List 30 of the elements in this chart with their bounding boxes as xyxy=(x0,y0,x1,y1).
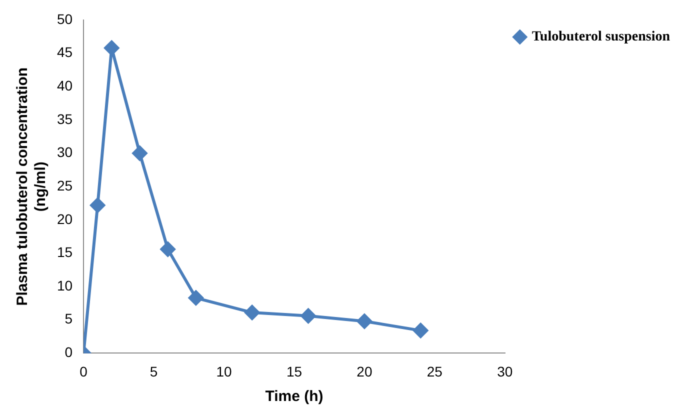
y-axis-title: Plasma tulobuterol concentration (ng/ml) xyxy=(14,67,50,306)
y-tick-label: 5 xyxy=(64,310,73,327)
x-axis-title: Time (h) xyxy=(265,388,324,406)
point xyxy=(90,198,106,213)
point xyxy=(160,242,176,257)
y-tick-label: 25 xyxy=(56,177,73,194)
x-tick-label: 5 xyxy=(150,363,158,380)
x-tick-label: 15 xyxy=(286,363,302,380)
point xyxy=(413,323,428,338)
point xyxy=(132,146,148,161)
point xyxy=(104,40,120,56)
y-tick-label: 50 xyxy=(56,10,73,27)
y-tick-label: 15 xyxy=(56,244,73,260)
y-tick-label: 35 xyxy=(56,110,73,127)
x-tick-label: 0 xyxy=(80,363,88,380)
y-tick-label: 45 xyxy=(56,44,73,60)
x-tick-label: 30 xyxy=(497,363,513,380)
x-tick-label: 10 xyxy=(216,363,232,380)
y-tick-label: 10 xyxy=(56,277,73,294)
x-tick-label: 20 xyxy=(356,363,372,380)
point xyxy=(300,308,316,324)
y-tick-label: 0 xyxy=(64,344,73,360)
y-tick-label: 30 xyxy=(56,144,73,160)
y-tick-label: 20 xyxy=(56,210,73,227)
point xyxy=(244,305,260,320)
legend-label: Tulobuterol suspension xyxy=(532,30,670,45)
x-tick-label: 25 xyxy=(426,363,443,380)
point xyxy=(188,290,204,306)
y-tick-label: 40 xyxy=(56,78,73,94)
point xyxy=(356,314,372,329)
